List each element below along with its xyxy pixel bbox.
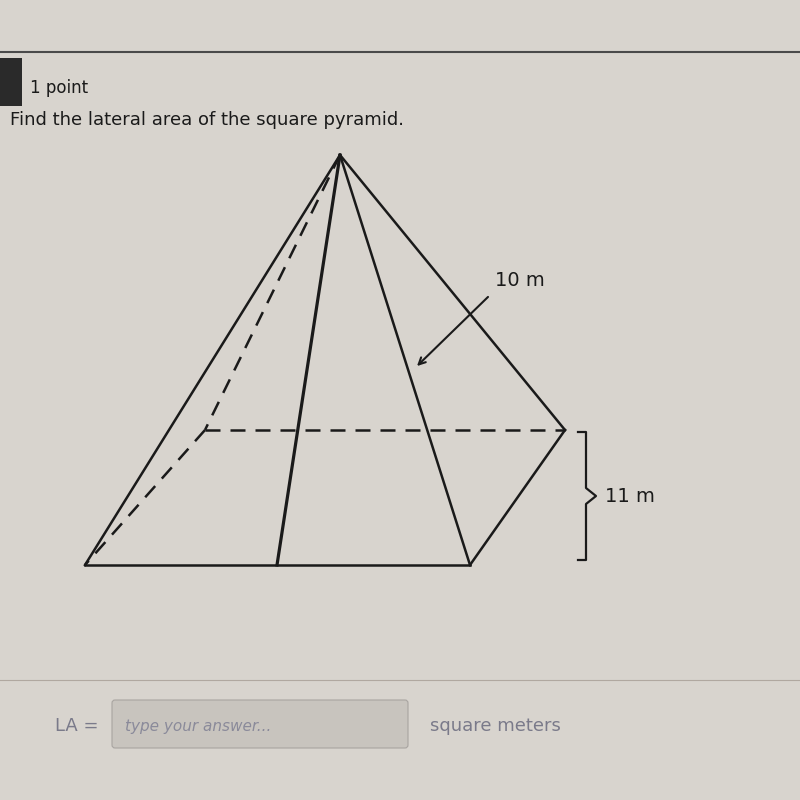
Text: type your answer...: type your answer... <box>125 718 271 734</box>
FancyBboxPatch shape <box>112 700 408 748</box>
Text: LA =: LA = <box>55 717 98 735</box>
Text: 1 point: 1 point <box>30 79 88 97</box>
Text: 11 m: 11 m <box>605 486 655 506</box>
Text: 10 m: 10 m <box>495 270 545 290</box>
Text: Find the lateral area of the square pyramid.: Find the lateral area of the square pyra… <box>10 111 404 129</box>
Text: square meters: square meters <box>430 717 561 735</box>
Bar <box>0 58 22 106</box>
